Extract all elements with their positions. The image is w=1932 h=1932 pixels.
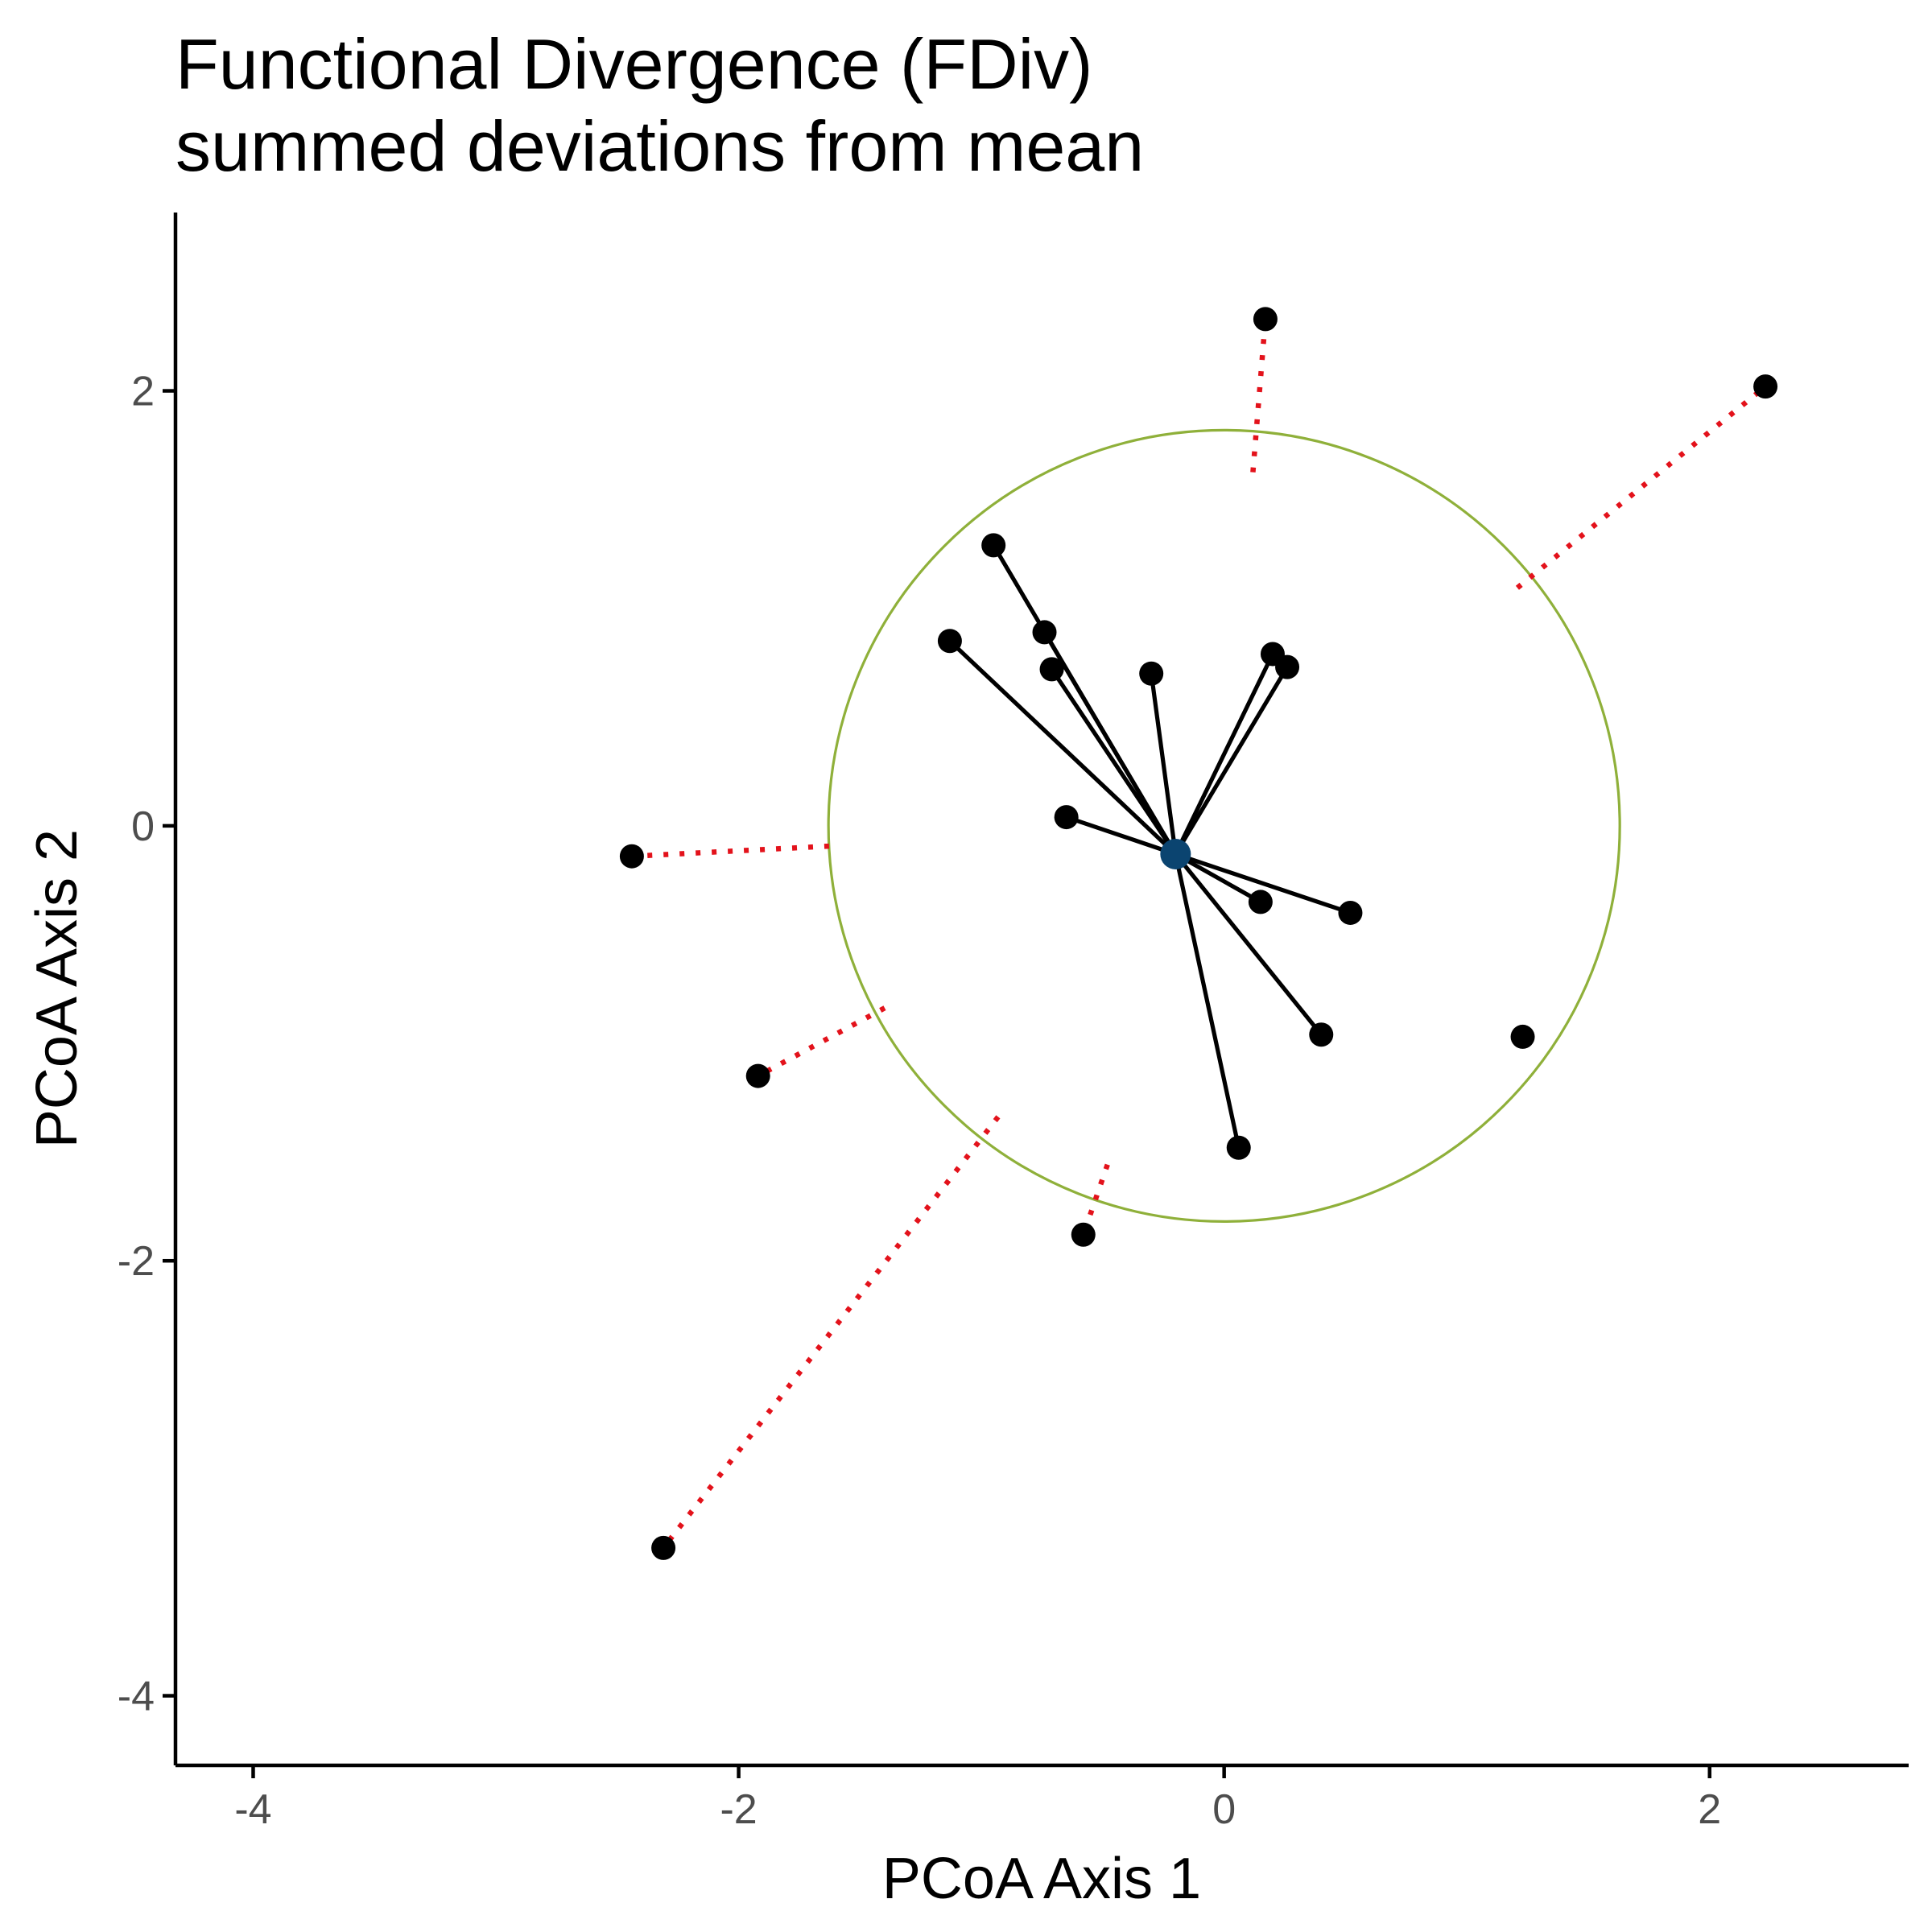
chart-subtitle: summed deviations from mean bbox=[175, 106, 1144, 186]
species-point-inside-9 bbox=[1248, 890, 1273, 914]
species-point-inside-3 bbox=[1032, 620, 1057, 645]
chart-title: Functional Divergence (FDiv) summed devi… bbox=[175, 24, 1144, 186]
deviation-line-4 bbox=[1049, 667, 1178, 857]
y-tick-label-3: 0 bbox=[131, 803, 155, 850]
x-tick-label-3: 0 bbox=[1212, 1786, 1236, 1833]
deviation-line-11 bbox=[1173, 852, 1323, 1037]
species-point-outside-3 bbox=[619, 844, 644, 869]
deviation-line-7 bbox=[1173, 665, 1290, 857]
x-axis-ticks: -4 -2 0 2 bbox=[234, 1765, 1721, 1833]
species-point-inside-2 bbox=[937, 629, 962, 654]
species-point-inside-8 bbox=[1054, 805, 1079, 830]
species-point-outside-6 bbox=[651, 1535, 676, 1560]
species-point-inside-5 bbox=[1139, 661, 1164, 686]
deviation-line-12 bbox=[1173, 852, 1241, 1150]
species-point-inside-10 bbox=[1338, 900, 1363, 925]
deviation-line-5 bbox=[1149, 671, 1178, 857]
plot-area bbox=[619, 307, 1778, 1560]
x-tick-label-2: -2 bbox=[720, 1786, 757, 1833]
species-point-inside-11 bbox=[1309, 1022, 1334, 1047]
y-axis-title: PCoA Axis 2 bbox=[25, 829, 89, 1148]
outside-deviation-line-4 bbox=[757, 1005, 886, 1079]
deviation-line-9 bbox=[1173, 852, 1263, 905]
outside-deviation-line-1 bbox=[1250, 319, 1269, 473]
species-point-inside-12 bbox=[1226, 1135, 1251, 1160]
x-tick-label-1: -4 bbox=[234, 1786, 271, 1833]
y-axis-ticks: -4 -2 0 2 bbox=[118, 369, 175, 1720]
species-point-inside-4 bbox=[1039, 657, 1064, 682]
y-tick-label-4: 2 bbox=[131, 369, 155, 415]
y-tick-label-2: -2 bbox=[118, 1238, 155, 1285]
x-axis-title: PCoA Axis 1 bbox=[882, 1847, 1201, 1911]
deviation-line-6 bbox=[1173, 651, 1275, 857]
deviation-line-3 bbox=[1042, 630, 1178, 857]
x-tick-label-4: 2 bbox=[1698, 1786, 1721, 1833]
y-tick-label-1: -4 bbox=[118, 1674, 155, 1720]
species-point-outside-2 bbox=[1753, 374, 1778, 399]
deviation-line-10 bbox=[1173, 852, 1353, 915]
species-point-inside-1 bbox=[981, 533, 1006, 558]
species-point-outside-1 bbox=[1253, 307, 1278, 332]
outside-deviation-line-6 bbox=[661, 1115, 1001, 1550]
deviation-line-2 bbox=[947, 638, 1178, 857]
species-point-inside-7 bbox=[1275, 654, 1300, 679]
chart-title-line-1: Functional Divergence (FDiv) bbox=[175, 24, 1093, 104]
centroid-point bbox=[1160, 838, 1191, 869]
species-point-outside-4 bbox=[745, 1063, 770, 1088]
species-point-outside-5 bbox=[1071, 1222, 1096, 1247]
outside-deviation-line-3 bbox=[631, 843, 830, 859]
mean-distance-circle bbox=[827, 428, 1621, 1223]
outside-deviation-line-2 bbox=[1515, 384, 1768, 590]
deviation-line-8 bbox=[1064, 815, 1178, 857]
species-point-boundary bbox=[1510, 1024, 1535, 1049]
